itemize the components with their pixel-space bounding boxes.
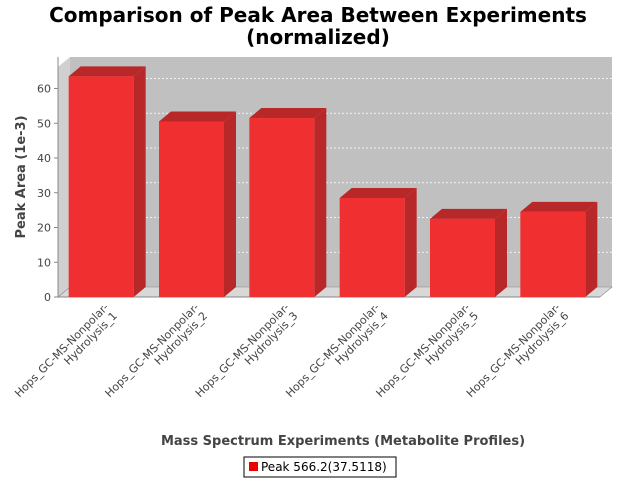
legend-swatch <box>249 462 258 471</box>
chart-title-line2: (normalized) <box>246 25 390 49</box>
y-tick-label: 20 <box>37 222 51 235</box>
legend-label: Peak 566.2(37.5118) <box>261 460 387 474</box>
bar <box>159 111 236 297</box>
bar-top <box>339 187 417 198</box>
bar-top <box>159 111 236 122</box>
x-category-label-line: Hops_GC-MS-Nonpolar- <box>193 301 292 400</box>
bar-side <box>585 201 598 297</box>
x-category-label-line: Hops_GC-MS-Nonpolar- <box>103 301 202 400</box>
bar-top <box>430 208 507 219</box>
bar-front <box>249 118 315 297</box>
bar-front <box>339 197 405 297</box>
x-category-label-line: Hops_GC-MS-Nonpolar- <box>283 301 382 400</box>
bar <box>68 66 146 298</box>
bar-front <box>68 76 134 298</box>
x-category-label: Hops_GC-MS-Nonpolar-Hydrolysis_6 <box>464 301 572 409</box>
y-tick-label: 50 <box>37 117 51 130</box>
bar-front <box>159 121 224 297</box>
bar-front <box>430 218 495 297</box>
bar-side <box>224 111 236 297</box>
x-category-label-line: Hops_GC-MS-Nonpolar- <box>374 301 473 400</box>
bar-front <box>520 211 586 297</box>
bar <box>249 108 327 297</box>
y-tick-label: 60 <box>37 83 51 96</box>
y-axis-ticks: 0 10 20 30 40 50 60 <box>37 57 600 304</box>
bar-side <box>314 108 327 297</box>
bar-top <box>68 66 146 77</box>
bar-side <box>133 66 146 298</box>
bar-series <box>68 66 598 298</box>
legend-box <box>243 456 397 478</box>
bar-top <box>249 108 327 119</box>
bar-side <box>404 187 417 297</box>
y-tick-label: 30 <box>37 187 51 200</box>
chart-title-line1: Comparison of Peak Area Between Experime… <box>49 3 587 27</box>
legend: Peak 566.2(37.5118) <box>243 456 397 478</box>
bar-side <box>495 208 507 297</box>
y-tick-label: 10 <box>37 256 51 269</box>
x-axis-label: Mass Spectrum Experiments (Metabolite Pr… <box>161 434 525 449</box>
y-axis-label: Peak Area (1e-3) <box>14 115 29 238</box>
x-category-label-line: Hops_GC-MS-Nonpolar- <box>12 301 111 400</box>
plot-side-wall <box>58 57 70 297</box>
bar <box>430 208 507 297</box>
x-category-label-line: Hops_GC-MS-Nonpolar- <box>464 301 563 400</box>
y-tick-label: 40 <box>37 152 51 165</box>
bar <box>339 187 417 297</box>
bar <box>520 201 598 297</box>
y-tick-label: 0 <box>44 291 51 304</box>
bar-top <box>520 201 598 212</box>
x-axis-categories: Hops_GC-MS-Nonpolar-Hydrolysis_1Hops_GC-… <box>12 301 572 409</box>
